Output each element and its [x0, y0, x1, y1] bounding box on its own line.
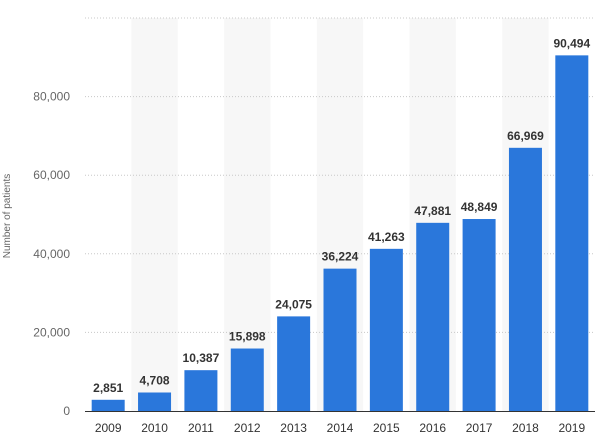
- data-label: 36,224: [322, 250, 359, 264]
- bar: [416, 222, 450, 411]
- x-tick-label: 2015: [373, 421, 400, 435]
- column-band: [224, 18, 271, 411]
- bar: [323, 268, 357, 411]
- data-label: 24,075: [275, 297, 312, 311]
- x-tick-labels: 2009 2010 2011 2012 2013 2014 2015 2016 2017 2018…: [95, 421, 586, 435]
- bar: [91, 399, 125, 411]
- x-tick-label: 2016: [419, 421, 446, 435]
- bar: [508, 147, 542, 411]
- data-label: 66,969: [507, 129, 544, 143]
- bar: [555, 55, 589, 411]
- data-label: 15,898: [229, 330, 266, 344]
- bar: [230, 348, 264, 411]
- y-axis-title: Number of patients: [2, 174, 13, 259]
- data-label: 47,881: [414, 204, 451, 218]
- y-tick-labels: 0 20,000 40,000 60,000 80,000: [33, 90, 70, 418]
- x-tick-label: 2009: [95, 421, 122, 435]
- x-tick-label: 2017: [466, 421, 493, 435]
- x-tick-label: 2013: [280, 421, 307, 435]
- data-label: 10,387: [183, 351, 220, 365]
- data-label: 2,851: [93, 381, 123, 395]
- y-tick-label: 0: [63, 404, 70, 418]
- column-band: [131, 18, 178, 411]
- data-labels: 2,851 4,708 10,387 15,898 24,075 36,224 41,263…: [93, 36, 590, 394]
- y-tick-label: 80,000: [33, 90, 70, 104]
- data-label: 48,849: [461, 200, 498, 214]
- y-tick-label: 60,000: [33, 168, 70, 182]
- data-label: 90,494: [553, 36, 590, 50]
- data-label: 4,708: [140, 373, 170, 387]
- bar: [462, 219, 496, 411]
- x-tick-label: 2011: [188, 421, 214, 435]
- bar: [138, 392, 172, 411]
- x-tick-label: 2014: [327, 421, 354, 435]
- bar: [277, 316, 311, 411]
- x-tick-label: 2019: [558, 421, 585, 435]
- y-tick-label: 20,000: [33, 325, 70, 339]
- bars: [91, 55, 589, 411]
- x-tick-label: 2010: [141, 421, 168, 435]
- y-tick-label: 40,000: [33, 247, 70, 261]
- x-tick-label: 2012: [234, 421, 261, 435]
- bar: [369, 248, 403, 411]
- x-tick-label: 2018: [512, 421, 539, 435]
- data-label: 41,263: [368, 230, 405, 244]
- bar: [184, 370, 218, 411]
